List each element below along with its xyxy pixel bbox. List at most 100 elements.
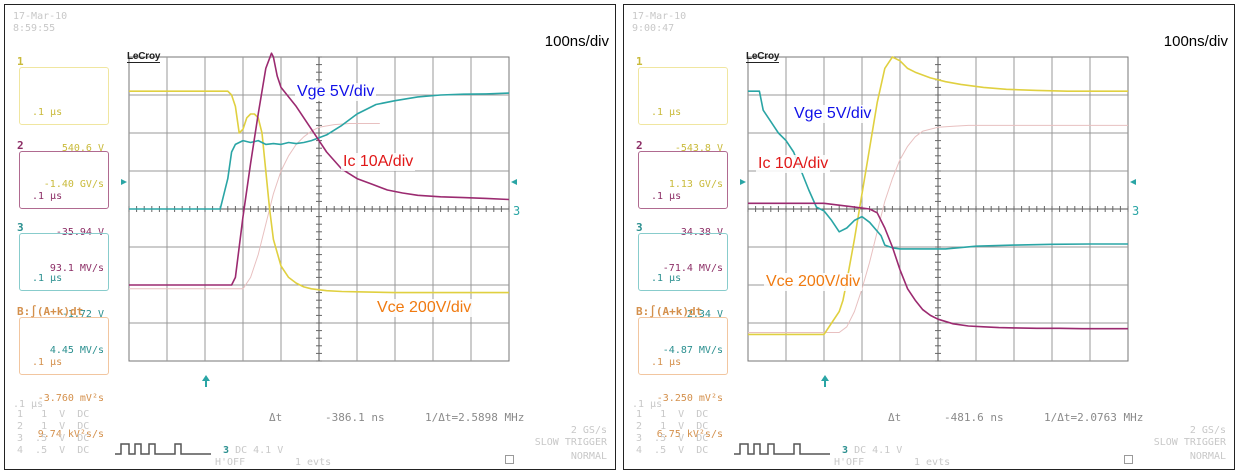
vce-trace-label: Vce 200V/div: [764, 273, 863, 291]
channel-3-slope: 4.45 MV/s: [49, 345, 104, 356]
sample-rate: 2 GS/s: [1189, 425, 1226, 436]
channel-1-slope: -1.40 GV/s: [43, 179, 104, 190]
delta-t-value: -386.1 ns: [325, 411, 385, 424]
channel-row-4: 4 .5 V DC: [17, 445, 90, 456]
delta-t-label: Δt: [888, 411, 902, 424]
channel-row-2: 2 1 V DC: [636, 421, 709, 432]
math-channel-title: B:∫(A+k)dt: [636, 305, 703, 318]
delta-t-value: -481.6 ns: [944, 411, 1004, 424]
trigger-state: NORMAL: [570, 451, 607, 462]
date-label: 17-Mar-10: [632, 11, 687, 22]
channel-3-timebase: .1 µs: [32, 273, 63, 284]
lecroy-logo: LeCroy: [746, 51, 780, 63]
channel-1-number: 1: [17, 55, 24, 68]
math-channel-title: B:∫(A+k)dt: [17, 305, 84, 318]
trace-vge: [129, 92, 510, 210]
vge-trace-label: Vge 5V/div: [792, 105, 874, 123]
channel-row-4: 4 .5 V DC: [636, 445, 709, 456]
channel-3-side-label: 3: [513, 204, 520, 218]
channel-row-1: 1 1 V DC: [636, 409, 709, 420]
channel-2-voltage: 34.38 V: [680, 227, 723, 238]
channel-3-timebase: .1 µs: [651, 273, 682, 284]
trigger-position-marker: [821, 375, 829, 387]
trace-math: [129, 123, 380, 290]
time-label: 9:00:47: [632, 23, 675, 34]
vce-trace-label: Vce 200V/div: [375, 299, 474, 317]
channel-level-marker: [121, 179, 127, 185]
channel-3-number: 3: [636, 221, 643, 234]
math-channel-readout[interactable]: B:∫(A+k)dt .1 µs -3.760 mV²s 9.74 kV²s/s: [17, 306, 109, 440]
channel-1-readout[interactable]: 1 .1 µs -543.8 V 1.13 GV/s: [636, 56, 728, 190]
channel-2-timebase: .1 µs: [32, 191, 63, 202]
trigger-channel: 3: [223, 445, 230, 456]
frequency-value: 1/Δt=2.0763 MHz: [1044, 411, 1144, 424]
bottom-timebase: .1 µs: [13, 399, 44, 410]
channel-1-timebase: .1 µs: [32, 107, 63, 118]
lecroy-logo: LeCroy: [127, 51, 161, 63]
math-channel-slope: 6.75 kV²s/s: [656, 429, 723, 440]
trigger-info: 3 DC 4.1 V: [842, 445, 902, 456]
channel-1-slope: 1.13 GV/s: [668, 179, 723, 190]
trigger-mode: SLOW TRIGGER: [534, 437, 607, 448]
holdoff-label: H'OFF: [834, 457, 865, 468]
trace-ic: [129, 52, 510, 286]
oscilloscope-panel-left: 3 17-Mar-10 8:59:55 100ns/div LeCroy 1 .…: [4, 4, 616, 470]
ic-trace-label: Ic 10A/div: [756, 155, 831, 173]
channel-3-readout[interactable]: 3 .1 µs 2.34 V -4.87 MV/s: [636, 222, 728, 356]
channel-1-voltage: 540.6 V: [61, 143, 104, 154]
date-time: 17-Mar-10 8:59:55: [13, 11, 67, 35]
trigger-checkbox-icon[interactable]: [505, 455, 514, 464]
math-channel-value: -3.760 mV²s: [37, 393, 104, 404]
trigger-info: 3 DC 4.1 V: [223, 445, 283, 456]
channel-3-number: 3: [17, 221, 24, 234]
trace-vce: [129, 90, 509, 294]
math-channel-value: -3.250 mV²s: [656, 393, 723, 404]
channel-3-voltage: -1.72 V: [61, 309, 104, 320]
channel-2-slope: 93.1 MV/s: [49, 263, 104, 274]
events-count: 1 evts: [295, 457, 332, 468]
sample-rate: 2 GS/s: [570, 425, 607, 436]
timebase-label: 100ns/div: [544, 33, 609, 50]
date-time: 17-Mar-10 9:00:47: [632, 11, 686, 35]
channel-2-voltage: -35.94 V: [55, 227, 104, 238]
trigger-pattern-icon: [734, 443, 830, 455]
trigger-channel: 3: [842, 445, 849, 456]
channel-3-side-label: 3: [1132, 204, 1139, 218]
oscilloscope-panel-right: 3 17-Mar-10 9:00:47 100ns/div LeCroy 1 .…: [623, 4, 1235, 470]
trigger-position-marker: [202, 375, 210, 387]
channel-level-marker: [1130, 179, 1136, 185]
math-channel-slope: 9.74 kV²s/s: [37, 429, 104, 440]
math-channel-readout[interactable]: B:∫(A+k)dt .1 µs -3.250 mV²s 6.75 kV²s/s: [636, 306, 728, 440]
channel-2-slope: -71.4 MV/s: [662, 263, 723, 274]
channel-row-2: 2 1 V DC: [17, 421, 90, 432]
bottom-timebase: .1 µs: [632, 399, 663, 410]
trigger-checkbox-icon[interactable]: [1124, 455, 1133, 464]
trigger-level: DC 4.1 V: [235, 445, 284, 456]
channel-1-number: 1: [636, 55, 643, 68]
trace-math: [748, 124, 1128, 333]
trace-vce: [748, 56, 1128, 336]
time-label: 8:59:55: [13, 23, 56, 34]
trigger-mode: SLOW TRIGGER: [1153, 437, 1226, 448]
channel-row-3: 3 .5 V DC: [17, 433, 90, 444]
math-channel-timebase: .1 µs: [32, 357, 63, 368]
channel-3-voltage: 2.34 V: [686, 309, 723, 320]
channel-2-number: 2: [636, 139, 643, 152]
channel-1-timebase: .1 µs: [651, 107, 682, 118]
channel-3-slope: -4.87 MV/s: [662, 345, 723, 356]
channel-1-readout[interactable]: 1 .1 µs 540.6 V -1.40 GV/s: [17, 56, 109, 190]
channel-level-marker: [511, 179, 517, 185]
frequency-value: 1/Δt=2.5898 MHz: [425, 411, 525, 424]
channel-row-1: 1 1 V DC: [17, 409, 90, 420]
events-count: 1 evts: [914, 457, 951, 468]
channel-2-readout[interactable]: 2 .1 µs 34.38 V -71.4 MV/s: [636, 140, 728, 274]
timebase-label: 100ns/div: [1163, 33, 1228, 50]
channel-2-readout[interactable]: 2 .1 µs -35.94 V 93.1 MV/s: [17, 140, 109, 274]
channel-2-number: 2: [17, 139, 24, 152]
ic-trace-label: Ic 10A/div: [341, 153, 416, 171]
trace-ic: [748, 202, 1128, 330]
trace-vge: [748, 90, 1128, 250]
channel-3-readout[interactable]: 3 .1 µs -1.72 V 4.45 MV/s: [17, 222, 109, 356]
delta-t-label: Δt: [269, 411, 283, 424]
date-label: 17-Mar-10: [13, 11, 68, 22]
